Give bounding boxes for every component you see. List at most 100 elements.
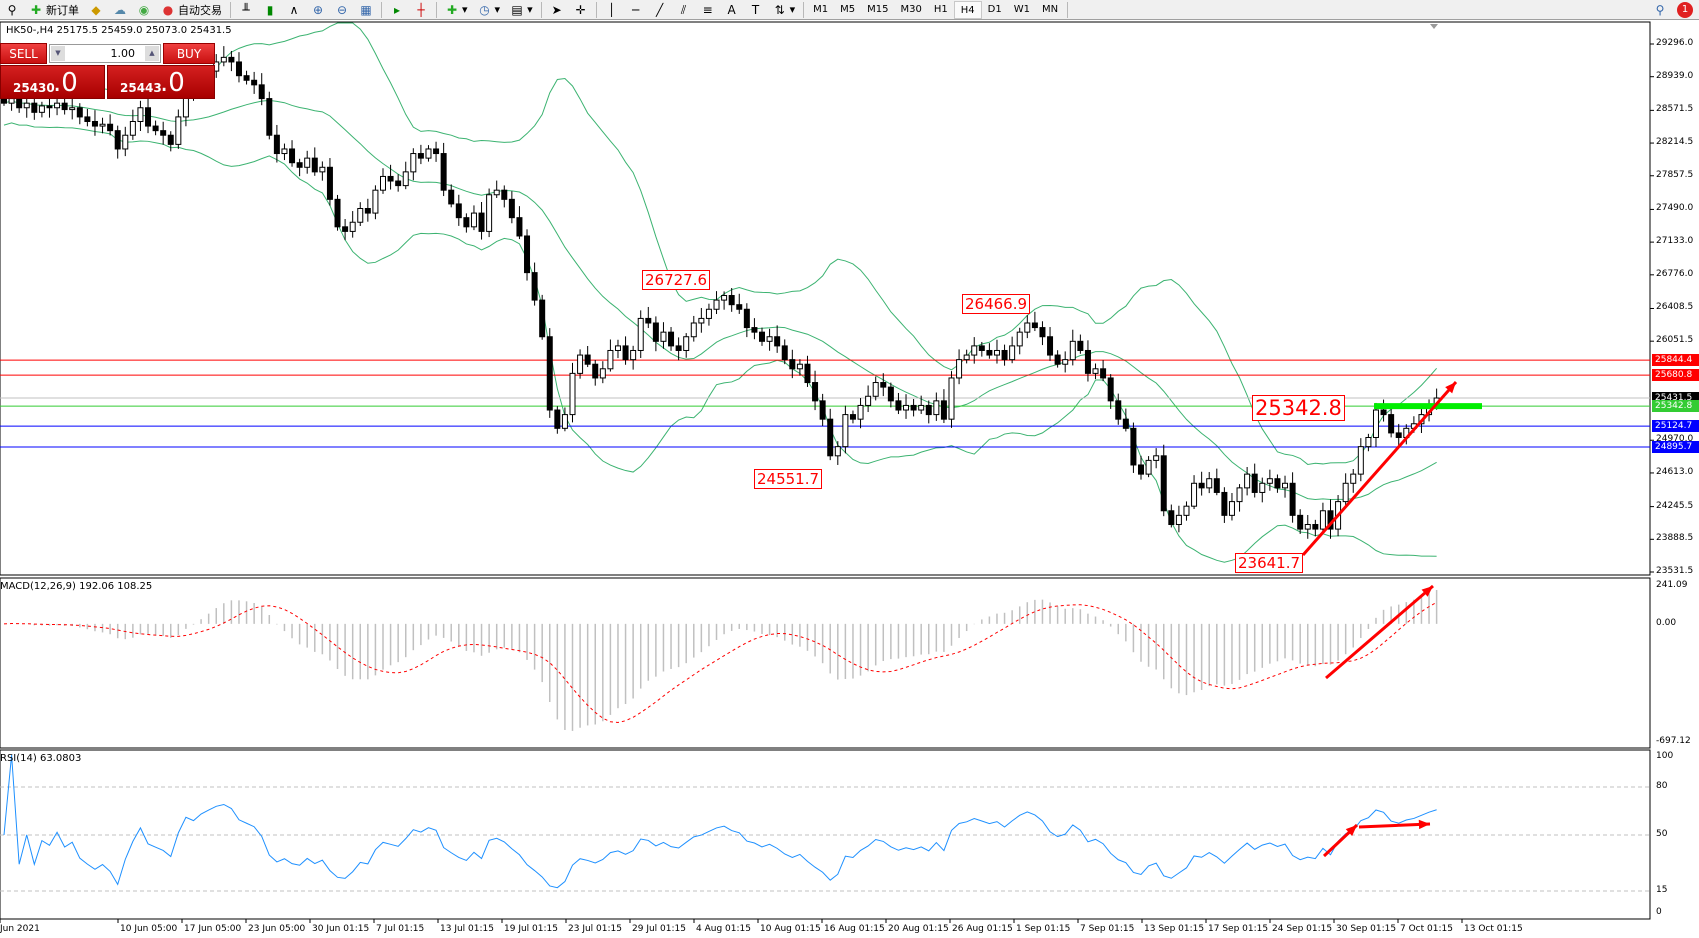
timeframe-m15[interactable]: M15 xyxy=(867,3,889,15)
bull-candle-body xyxy=(1266,478,1273,484)
bear-candle-body xyxy=(228,56,235,63)
bull-candle-body xyxy=(137,107,144,122)
price-axis-label: 23888.5 xyxy=(1656,533,1694,544)
fibonacci-button[interactable]: ≡ xyxy=(696,1,720,19)
price-annotation-high-1[interactable]: 26727.6 xyxy=(642,270,711,290)
bull-candle-body xyxy=(1206,478,1213,489)
chart-shift-button[interactable]: ┼ xyxy=(409,1,433,19)
channel-button[interactable]: ⫽ xyxy=(672,1,696,19)
cloud-icon: ☁ xyxy=(114,2,126,17)
zoom-tool-button[interactable]: ⚲ xyxy=(0,1,24,19)
horizontal-line-price-label: 24895.7 xyxy=(1652,441,1699,454)
timeframe-d1[interactable]: D1 xyxy=(987,3,1002,15)
sell-price-button[interactable]: 25430 .0 xyxy=(0,65,105,99)
candle xyxy=(440,142,447,197)
bar-chart-button[interactable]: ╨ xyxy=(234,1,258,19)
candle xyxy=(160,121,167,145)
bear-candle-body xyxy=(61,102,68,111)
bull-candle-body xyxy=(842,414,849,448)
candle xyxy=(319,161,326,181)
bear-candle-body xyxy=(849,414,856,420)
bull-candle-body xyxy=(1319,510,1326,530)
sell-button[interactable]: SELL xyxy=(0,43,47,64)
candle xyxy=(948,371,955,428)
periods-button[interactable]: ◷ ▾ xyxy=(479,2,501,17)
candle xyxy=(872,376,879,401)
buy-button[interactable]: BUY xyxy=(163,43,215,64)
signals-button[interactable]: ◉ xyxy=(132,1,156,19)
auto-trading-button[interactable]: ● 自动交易 xyxy=(156,1,227,19)
lot-decrease-icon[interactable]: ▼ xyxy=(51,46,65,61)
bear-candle-body xyxy=(827,418,834,457)
timeframe-m5[interactable]: M5 xyxy=(840,3,856,15)
candle-chart-button[interactable]: ▮ xyxy=(258,1,282,19)
buy-price-button[interactable]: 25443 .0 xyxy=(107,65,215,99)
candle xyxy=(410,148,417,181)
search-icon[interactable]: ⚲ xyxy=(1655,2,1665,17)
candle xyxy=(690,315,697,342)
crosshair-button[interactable]: ✛ xyxy=(569,1,593,19)
bull-candle-body xyxy=(1244,473,1251,489)
bear-candle-body xyxy=(910,404,917,411)
vertical-line-button[interactable]: │ xyxy=(600,1,624,19)
bull-candle-body xyxy=(349,221,356,232)
candle xyxy=(1183,501,1190,521)
candle xyxy=(607,339,614,372)
tile-windows-button[interactable]: ▦ xyxy=(354,1,378,19)
chart-info-line: HK50-,H4 25175.5 25459.0 25073.0 25431.5 xyxy=(6,25,232,36)
price-annotation-support[interactable]: 25342.8 xyxy=(1252,395,1345,421)
candle xyxy=(258,73,265,106)
text-button[interactable]: A xyxy=(720,1,744,19)
timeframe-h4[interactable]: H4 xyxy=(953,0,982,19)
templates-button[interactable]: ▤ ▾ xyxy=(511,2,533,17)
candle xyxy=(918,395,925,414)
bear-candle-body xyxy=(334,198,341,228)
market-watch-button[interactable]: ◆ xyxy=(84,1,108,19)
bear-candle-body xyxy=(1122,418,1129,429)
bear-candle-body xyxy=(584,354,591,365)
candle xyxy=(1122,408,1129,432)
navigator-button[interactable]: ☁ xyxy=(108,1,132,19)
candle xyxy=(993,339,1000,364)
price-annotation-high-2[interactable]: 26466.9 xyxy=(962,294,1031,314)
zoom-in-button[interactable]: ⊕ xyxy=(306,1,330,19)
candle xyxy=(630,345,637,370)
bear-candle-body xyxy=(266,98,273,136)
trendline-button[interactable]: ╱ xyxy=(648,1,672,19)
candle xyxy=(372,185,379,220)
zoom-out-button[interactable]: ⊖ xyxy=(330,1,354,19)
bear-candle-body xyxy=(978,345,985,351)
bear-candle-body xyxy=(759,331,765,342)
new-order-button[interactable]: ✚ 新订单 xyxy=(24,1,84,19)
price-annotation-low-2[interactable]: 23641.7 xyxy=(1235,553,1304,573)
rsi-axis-label: 0 xyxy=(1656,907,1662,917)
price-annotation-low-1[interactable]: 24551.7 xyxy=(754,469,823,489)
horizontal-line-button[interactable]: ─ xyxy=(624,1,648,19)
timeframe-m30[interactable]: M30 xyxy=(900,3,922,15)
timeframe-w1[interactable]: W1 xyxy=(1013,3,1030,15)
indicators-button[interactable]: ✚ ▾ xyxy=(446,2,468,17)
lot-size-input[interactable]: ▼ 1.00 ▲ xyxy=(49,44,161,63)
candle xyxy=(705,303,712,326)
sell-price-fraction: .0 xyxy=(53,68,78,98)
candle xyxy=(228,50,235,72)
notification-badge[interactable]: 1 xyxy=(1677,1,1693,18)
lot-increase-icon[interactable]: ▲ xyxy=(145,46,159,61)
candle xyxy=(402,161,409,190)
horizontal-line-icon: ─ xyxy=(631,2,640,17)
text-label-button[interactable]: T xyxy=(744,1,768,19)
candle xyxy=(834,441,841,465)
candle xyxy=(99,117,106,134)
timeframe-mn[interactable]: MN xyxy=(1041,3,1059,15)
timeframe-h1[interactable]: H1 xyxy=(933,3,948,15)
cursor-button[interactable]: ➤ xyxy=(545,1,569,19)
candle xyxy=(281,143,288,161)
bear-candle-body xyxy=(751,327,758,333)
timeframe-m1[interactable]: M1 xyxy=(813,3,829,15)
arrows-button[interactable]: ⇅ ▾ xyxy=(774,2,796,17)
horizontal-line-price-label: 25342.8 xyxy=(1652,400,1699,413)
bull-candle-body xyxy=(1153,455,1160,461)
autoscroll-button[interactable]: ▸ xyxy=(385,1,409,19)
line-chart-button[interactable]: ∧ xyxy=(282,1,306,19)
